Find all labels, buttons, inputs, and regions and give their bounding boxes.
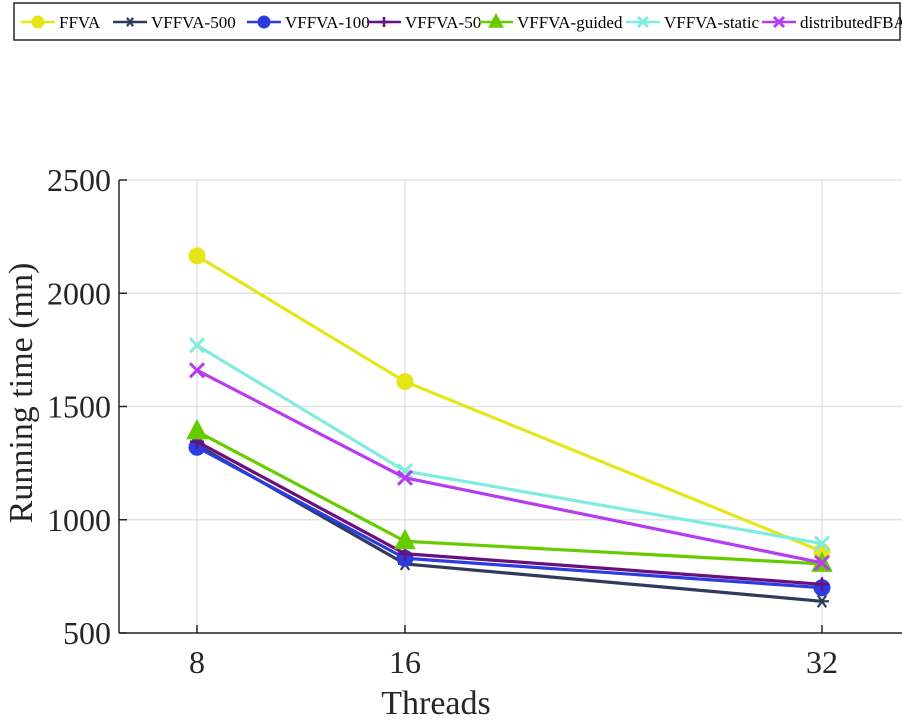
legend-item-vffva-100: VFFVA-100 [247,13,370,32]
data-point-vffva-500 [815,594,829,608]
legend-label: VFFVA-50 [405,13,481,32]
y-tick-label: 1000 [47,502,111,538]
data-point-ffva [188,247,206,265]
x-tick-label: 8 [189,644,205,680]
legend-marker [31,15,45,29]
series-line-vffva-100 [196,445,823,590]
legend-item-distributedfba: distributedFBA [762,13,902,32]
data-point-distributedfba [396,469,414,486]
legend-item-vffva-static: VFFVA-static [626,13,760,32]
series-ffva [188,247,831,560]
legend-item-vffva-50: VFFVA-50 [367,13,481,32]
data-point-ffva [396,373,414,391]
legend-item-ffva: FFVA [21,13,101,32]
y-axis-label: Running time (mn) [3,263,40,524]
legend-marker [125,17,135,27]
series-layer [186,247,833,608]
legend-box [13,2,901,41]
legend-marker [488,12,504,28]
axes: 500 1000 1500 2000 2500 8 16 32 [47,162,902,680]
series-vffva-50 [190,434,829,592]
data-point-distributedfba [813,554,831,571]
series-line-distributedfba [196,368,823,565]
legend: FFVA VFFVA-500 VFFVA-100 VFFVA-50 VFFVA-guid… [13,2,902,41]
data-point-vffva-guided [186,418,208,440]
y-tick-label: 500 [63,615,111,651]
legend-marker [636,15,650,29]
series-vffva-static [188,337,831,552]
series-distributedfba [188,362,831,571]
y-tick-label: 2000 [47,275,111,311]
data-point-vffva-guided [394,528,416,550]
data-point-vffva-static [188,337,206,354]
legend-marker [379,17,389,27]
legend-marker [257,15,271,29]
legend-label: VFFVA-100 [285,13,370,32]
legend-item-vffva-500: VFFVA-500 [113,13,236,32]
y-tick-label: 2500 [47,162,111,198]
legend-label: FFVA [59,13,101,32]
y-tick-label: 1500 [47,389,111,425]
x-axis-label: Threads [381,685,491,722]
legend-item-vffva-guided: VFFVA-guided [479,12,623,32]
data-point-distributedfba [188,362,206,379]
legend-label: VFFVA-guided [517,13,623,32]
data-point-vffva-static [813,535,831,552]
legend-marker [772,15,786,29]
x-tick-label: 16 [389,644,421,680]
data-point-vffva-50 [815,577,829,592]
legend-label: VFFVA-500 [151,13,236,32]
legend-label: VFFVA-static [664,13,760,32]
legend-label: distributedFBA [800,13,902,32]
x-tick-label: 32 [806,644,838,680]
